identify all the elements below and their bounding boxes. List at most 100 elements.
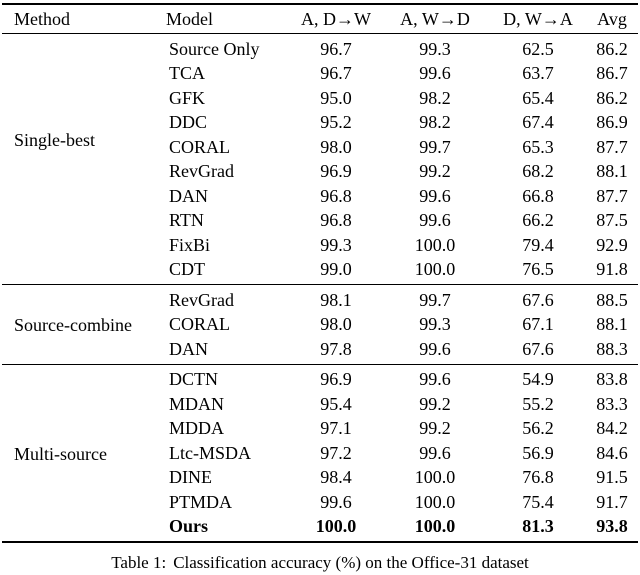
model-cell: CORAL [169, 314, 231, 334]
accuracy-cell: 75.4 [522, 491, 554, 512]
model-cell: RevGrad [169, 161, 234, 181]
avg-cell: 86.7 [596, 63, 628, 83]
table-row-ours: Ours 100.0 100.0 81.3 93.8 [2, 514, 638, 542]
table-row: RTN 96.8 99.6 66.2 87.5 [2, 208, 638, 233]
accuracy-cell: 97.8 [320, 338, 352, 359]
accuracy-cell: 67.4 [522, 112, 554, 132]
accuracy-cell: 95.4 [320, 393, 352, 414]
accuracy-cell: 68.2 [522, 161, 554, 181]
accuracy-cell: 56.9 [522, 442, 554, 463]
accuracy-cell: 96.8 [320, 185, 352, 206]
accuracy-cell: 99.2 [419, 393, 451, 414]
avg-cell: 91.8 [596, 259, 628, 279]
accuracy-cell: 96.8 [320, 210, 352, 230]
accuracy-cell: 99.6 [419, 442, 451, 463]
table-row: Ltc-MSDA 97.2 99.6 56.9 84.6 [2, 441, 638, 466]
accuracy-cell: 65.4 [522, 87, 554, 108]
model-cell: DAN [169, 185, 208, 206]
accuracy-cell: 95.0 [320, 87, 352, 108]
table-row: FixBi 99.3 100.0 79.4 92.9 [2, 233, 638, 258]
accuracy-cell: 81.3 [522, 516, 554, 536]
table-row: DINE 98.4 100.0 76.8 91.5 [2, 465, 638, 490]
section-source-combine: Source-combine RevGrad 98.1 99.7 67.6 88… [2, 284, 638, 365]
model-cell: TCA [169, 63, 205, 83]
avg-cell: 87.7 [596, 185, 628, 206]
method-cell: Multi-source [2, 364, 166, 542]
avg-cell: 87.7 [596, 136, 628, 157]
model-cell: CORAL [169, 136, 231, 157]
table-row: CDT 99.0 100.0 76.5 91.8 [2, 257, 638, 285]
accuracy-cell: 99.2 [419, 161, 451, 181]
avg-cell: 91.7 [596, 491, 628, 512]
accuracy-cell: 66.8 [522, 185, 554, 206]
method-label: Source-combine [14, 315, 132, 336]
table-row: Single-best Source Only 96.7 99.3 62.5 8… [2, 34, 638, 151]
accuracy-cell: 100.0 [414, 516, 456, 536]
accuracy-cell: 99.3 [320, 234, 352, 255]
accuracy-cell: 97.2 [320, 442, 352, 463]
column-header-model: Model [166, 8, 213, 29]
accuracy-cell: 99.6 [419, 338, 451, 359]
accuracy-cell: 99.0 [320, 259, 352, 279]
accuracy-cell: 98.2 [419, 87, 451, 108]
model-cell: DAN [169, 338, 208, 359]
accuracy-cell: 56.2 [522, 418, 554, 438]
avg-cell: 86.2 [596, 38, 628, 59]
avg-cell: 88.3 [596, 338, 628, 359]
table-header: Method Model A, D→W A, W→D D, W→A Avg [2, 4, 638, 34]
accuracy-cell: 100.0 [414, 234, 456, 255]
model-cell: RevGrad [169, 289, 234, 310]
column-header-awd: A, W→D [400, 8, 470, 29]
accuracy-cell: 62.5 [522, 38, 554, 59]
accuracy-cell: 98.0 [320, 314, 352, 334]
avg-cell: 83.8 [596, 369, 628, 389]
accuracy-cell: 67.1 [522, 314, 554, 334]
accuracy-cell: 98.0 [320, 136, 352, 157]
accuracy-cell: 99.6 [419, 63, 451, 83]
accuracy-cell: 55.2 [522, 393, 554, 414]
method-label: Single-best [14, 130, 95, 150]
method-cell: Source-combine [2, 285, 166, 365]
table-row: GFK 95.0 98.2 65.4 86.2 [2, 86, 638, 111]
avg-cell: 88.1 [596, 314, 628, 334]
accuracy-cell: 99.7 [419, 136, 451, 157]
accuracy-cell: 63.7 [522, 63, 554, 83]
model-cell: MDAN [169, 393, 225, 414]
model-cell: FixBi [169, 234, 211, 255]
accuracy-cell: 99.6 [320, 491, 352, 512]
model-cell: PTMDA [169, 491, 233, 512]
table-row: PTMDA 99.6 100.0 75.4 91.7 [2, 490, 638, 515]
table-row: CORAL 98.0 99.3 67.1 88.1 [2, 312, 638, 337]
model-cell: MDDA [169, 418, 225, 438]
column-header-method: Method [14, 8, 70, 29]
table-row: TCA 96.7 99.6 63.7 86.7 [2, 61, 638, 86]
accuracy-cell: 98.1 [320, 289, 352, 310]
accuracy-cell: 96.9 [320, 161, 352, 181]
table-row: MDAN 95.4 99.2 55.2 83.3 [2, 392, 638, 417]
accuracy-cell: 54.9 [522, 369, 554, 389]
accuracy-cell: 100.0 [414, 259, 456, 279]
accuracy-cell: 76.8 [522, 467, 554, 487]
accuracy-cell: 100.0 [315, 516, 357, 536]
column-header-dwa: D, W→A [503, 8, 573, 29]
table-row: RevGrad 96.9 99.2 68.2 88.1 [2, 159, 638, 184]
accuracy-cell: 100.0 [414, 467, 456, 487]
table-row: CORAL 98.0 99.7 65.3 87.7 [2, 135, 638, 160]
accuracy-cell: 67.6 [522, 289, 554, 310]
method-cell: Single-best [2, 34, 166, 285]
accuracy-cell: 66.2 [522, 210, 554, 230]
avg-cell: 84.6 [596, 442, 628, 463]
accuracy-cell: 79.4 [522, 234, 554, 255]
model-cell: Ours [169, 516, 209, 536]
method-label: Multi-source [14, 443, 107, 464]
accuracy-cell: 96.7 [320, 63, 352, 83]
avg-cell: 88.5 [596, 289, 628, 310]
column-header-avg: Avg [597, 8, 627, 29]
accuracy-cell: 99.6 [419, 210, 451, 230]
accuracy-cell: 97.1 [320, 418, 352, 438]
table-caption: Table 1: Classification accuracy (%) on t… [0, 552, 640, 574]
caption-text: Classification accuracy (%) on the Offic… [173, 553, 529, 572]
table-row: DDC 95.2 98.2 67.4 86.9 [2, 110, 638, 135]
section-single-best: Single-best Source Only 96.7 99.3 62.5 8… [2, 34, 638, 285]
